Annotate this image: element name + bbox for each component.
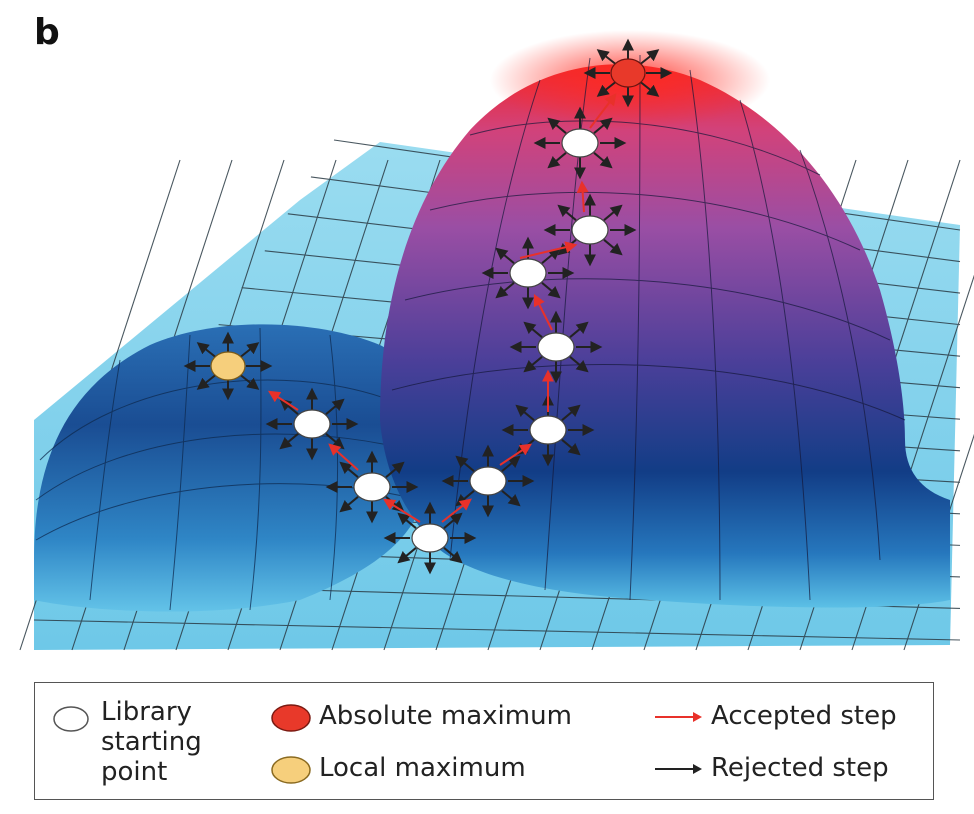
legend-accepted-label: Accepted step: [711, 701, 897, 731]
legend-library-line-1: Library: [101, 697, 192, 727]
rejected-step-arrow: [397, 512, 417, 529]
rejected-step-arrow: [593, 152, 613, 169]
nodes-layer: [210, 58, 646, 553]
rejected-step-arrow: [561, 404, 581, 421]
rejected-step-arrow: [239, 374, 260, 390]
legend: Library starting point Absolute maximum …: [34, 682, 934, 800]
legend-library-line-2: starting: [101, 727, 202, 757]
legend-local-max-icon: [271, 756, 311, 784]
legend-library-start-label: Library starting point: [101, 697, 241, 787]
library-start-node: [529, 415, 567, 445]
rejected-step-arrow: [569, 356, 589, 373]
rejected-step-arrow: [196, 374, 217, 390]
rejected-step-arrow: [569, 321, 589, 338]
library-start-node: [509, 258, 547, 288]
rejected-step-arrow: [557, 204, 577, 221]
rejected-step-arrow: [443, 512, 463, 529]
accepted-step-arrow: [441, 498, 472, 523]
rejected-step-arrow: [541, 247, 561, 264]
big-peak-grid: [391, 54, 906, 601]
rejected-step-arrow: [339, 461, 359, 478]
accepted-step-arrow: [589, 93, 617, 129]
steps-layer: [183, 38, 673, 575]
accepted-step-arrow: [533, 293, 553, 331]
panel-label: b: [34, 12, 60, 53]
accepted-step-arrow: [328, 443, 359, 471]
rejected-step-arrow: [596, 81, 617, 97]
rejected-step-arrow: [523, 356, 543, 373]
library-start-node: [353, 472, 391, 502]
rejected-step-arrow: [639, 49, 660, 65]
small-hill: [34, 324, 429, 612]
rejected-step-arrow: [639, 81, 660, 97]
rejected-step-arrow: [455, 455, 475, 472]
accepted-step-arrow: [499, 443, 532, 466]
library-start-node: [571, 215, 609, 245]
rejected-step-arrow: [239, 342, 260, 358]
rejected-step-arrow: [561, 439, 581, 456]
legend-rejected-label: Rejected step: [711, 753, 889, 783]
rejected-step-arrow: [325, 398, 345, 415]
legend-local-max-label: Local maximum: [319, 753, 526, 783]
rejected-step-arrow: [339, 496, 359, 513]
rejected-step-arrow: [523, 321, 543, 338]
rejected-step-arrow: [196, 342, 217, 358]
legend-absolute-max-icon: [271, 704, 311, 732]
rejected-step-arrow: [547, 152, 567, 169]
rejected-step-arrow: [515, 404, 535, 421]
legend-start-node-icon: [53, 706, 89, 732]
rejected-step-arrow: [495, 247, 515, 264]
library-start-node: [561, 128, 599, 158]
library-start-node: [411, 523, 449, 553]
absolute-max-node: [610, 58, 646, 88]
local-max-node: [210, 351, 246, 381]
library-start-node: [293, 409, 331, 439]
accepted-step-arrow: [576, 180, 589, 213]
rejected-step-arrow: [603, 204, 623, 221]
rejected-step-arrow: [501, 455, 521, 472]
legend-accepted-arrow-icon: [655, 712, 702, 722]
legend-library-line-3: point: [101, 757, 168, 787]
legend-rejected-arrow-icon: [655, 764, 702, 774]
rejected-step-arrow: [547, 117, 567, 134]
library-start-node: [469, 466, 507, 496]
rejected-step-arrow: [279, 433, 299, 450]
accepted-step-arrow: [267, 390, 299, 411]
rejected-step-arrow: [603, 239, 623, 256]
rejected-step-arrow: [443, 547, 463, 564]
rejected-step-arrow: [593, 117, 613, 134]
library-start-node: [537, 332, 575, 362]
rejected-step-arrow: [385, 461, 405, 478]
rejected-step-arrow: [279, 398, 299, 415]
rejected-step-arrow: [495, 282, 515, 299]
accepted-step-arrow: [519, 241, 578, 259]
big-peak: [380, 64, 950, 608]
fitness-landscape: [19, 30, 974, 651]
rejected-step-arrow: [501, 490, 521, 507]
rejected-step-arrow: [596, 49, 617, 65]
rejected-step-arrow: [397, 547, 417, 564]
legend-absolute-max-label: Absolute maximum: [319, 701, 572, 731]
rejected-step-arrow: [541, 282, 561, 299]
accepted-step-arrow: [382, 498, 421, 523]
